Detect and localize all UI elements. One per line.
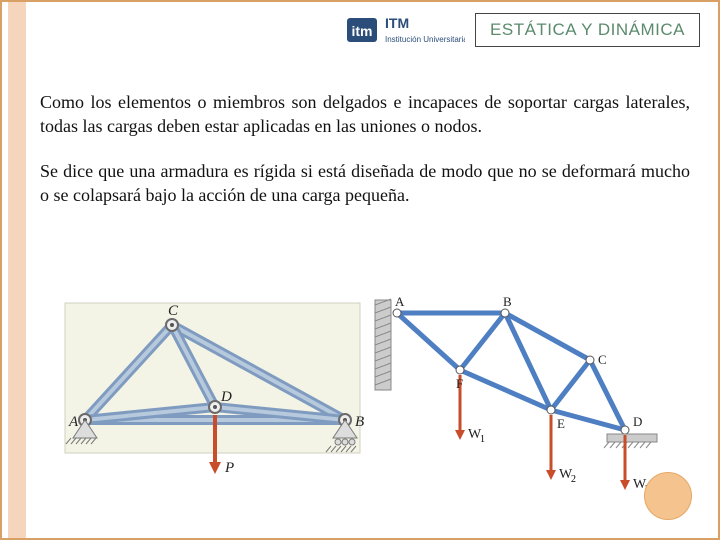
- institution-logo: itm ITM Institución Universitaria: [345, 10, 465, 50]
- svg-text:A: A: [395, 295, 405, 309]
- truss-diagram-1: P A B C D: [60, 295, 365, 495]
- svg-text:B: B: [503, 295, 512, 309]
- svg-text:B: B: [355, 414, 364, 430]
- figures-row: PABCD W1W2W3ABCDEF: [60, 295, 660, 505]
- logo-text-top: ITM: [385, 15, 409, 31]
- course-title-box: ESTÁTICA Y DINÁMICA: [475, 13, 700, 47]
- main-content: Como los elementos o miembros son delgad…: [40, 90, 690, 227]
- accent-circle-icon: [644, 472, 692, 520]
- svg-text:2: 2: [571, 474, 576, 485]
- paragraph-1: Como los elementos o miembros son delgad…: [40, 90, 690, 139]
- truss-diagram-2: W1W2W3ABCDEF: [365, 295, 660, 505]
- svg-text:D: D: [220, 389, 232, 405]
- svg-text:C: C: [598, 352, 607, 367]
- svg-text:P: P: [224, 460, 234, 476]
- itm-logo-icon: itm ITM Institución Universitaria: [345, 10, 465, 50]
- paragraph-2: Se dice que una armadura es rígida si es…: [40, 159, 690, 208]
- svg-text:1: 1: [480, 434, 485, 445]
- course-title: ESTÁTICA Y DINÁMICA: [490, 20, 685, 39]
- svg-text:E: E: [557, 416, 565, 431]
- svg-text:C: C: [168, 303, 179, 319]
- svg-text:A: A: [68, 414, 79, 430]
- header: itm ITM Institución Universitaria ESTÁTI…: [345, 10, 700, 50]
- left-accent-stripe: [8, 0, 26, 540]
- svg-text:itm: itm: [352, 23, 373, 39]
- logo-text-bottom: Institución Universitaria: [385, 35, 465, 44]
- svg-text:D: D: [633, 414, 642, 429]
- svg-text:F: F: [456, 376, 463, 391]
